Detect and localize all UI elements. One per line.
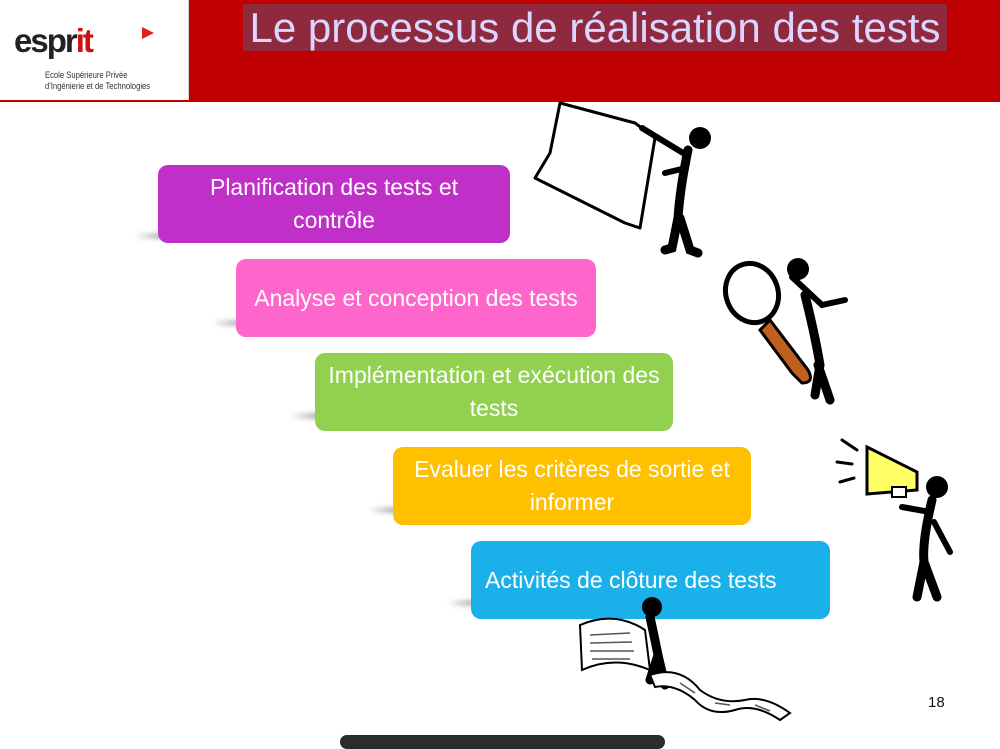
step-evaluer-criteres: Evaluer les critères de sortie et inform… bbox=[393, 447, 751, 525]
logo-subtitle-line2: d'Ingénierie et de Technologies bbox=[45, 81, 151, 91]
logo-arrow-icon bbox=[142, 27, 154, 39]
step-shadow bbox=[135, 233, 165, 239]
page-number: 18 bbox=[928, 694, 945, 711]
step-shadow bbox=[290, 413, 320, 419]
step-analyse-conception: Analyse et conception des tests bbox=[236, 259, 596, 337]
slide-title: Le processus de réalisation des tests bbox=[200, 0, 990, 56]
logo-wordmark: esprit bbox=[14, 22, 94, 59]
logo-subtitle-line1: Ecole Supérieure Privée bbox=[45, 70, 128, 80]
step-shadow bbox=[212, 320, 242, 326]
presentation-toolbar[interactable] bbox=[340, 735, 665, 749]
figure-holding-sign-icon bbox=[533, 101, 711, 258]
esprit-logo: esprit Ecole Supérieure Privée d'Ingénie… bbox=[0, 0, 189, 100]
step-implementation-execution: Implémentation et exécution des tests bbox=[315, 353, 673, 431]
step-activites-cloture: Activités de clôture des tests bbox=[471, 541, 830, 619]
figure-reading-scroll-icon bbox=[578, 597, 792, 722]
figure-with-megaphone-icon bbox=[835, 438, 953, 602]
slide-header: esprit Ecole Supérieure Privée d'Ingénie… bbox=[0, 0, 1000, 102]
step-planification: Planification des tests et contrôle bbox=[158, 165, 510, 243]
figure-with-magnifier-icon bbox=[723, 258, 848, 405]
step-shadow bbox=[368, 507, 398, 513]
step-shadow bbox=[447, 600, 477, 606]
